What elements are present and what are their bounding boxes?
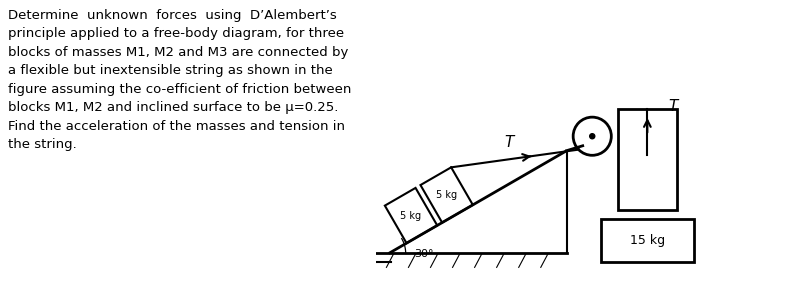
Text: 15 kg: 15 kg (630, 234, 665, 247)
Bar (618, 109, 677, 210)
Text: 5 kg: 5 kg (436, 190, 458, 200)
Bar (601, 219, 694, 262)
Text: Determine  unknown  forces  using  D’Alembert’s
principle applied to a free-body: Determine unknown forces using D’Alember… (8, 9, 351, 151)
Ellipse shape (590, 134, 594, 139)
Polygon shape (421, 167, 473, 223)
Text: 5 kg: 5 kg (401, 211, 422, 221)
Polygon shape (385, 188, 438, 243)
Text: T: T (504, 134, 514, 149)
Text: 30°: 30° (414, 249, 434, 259)
Text: T: T (668, 99, 678, 114)
